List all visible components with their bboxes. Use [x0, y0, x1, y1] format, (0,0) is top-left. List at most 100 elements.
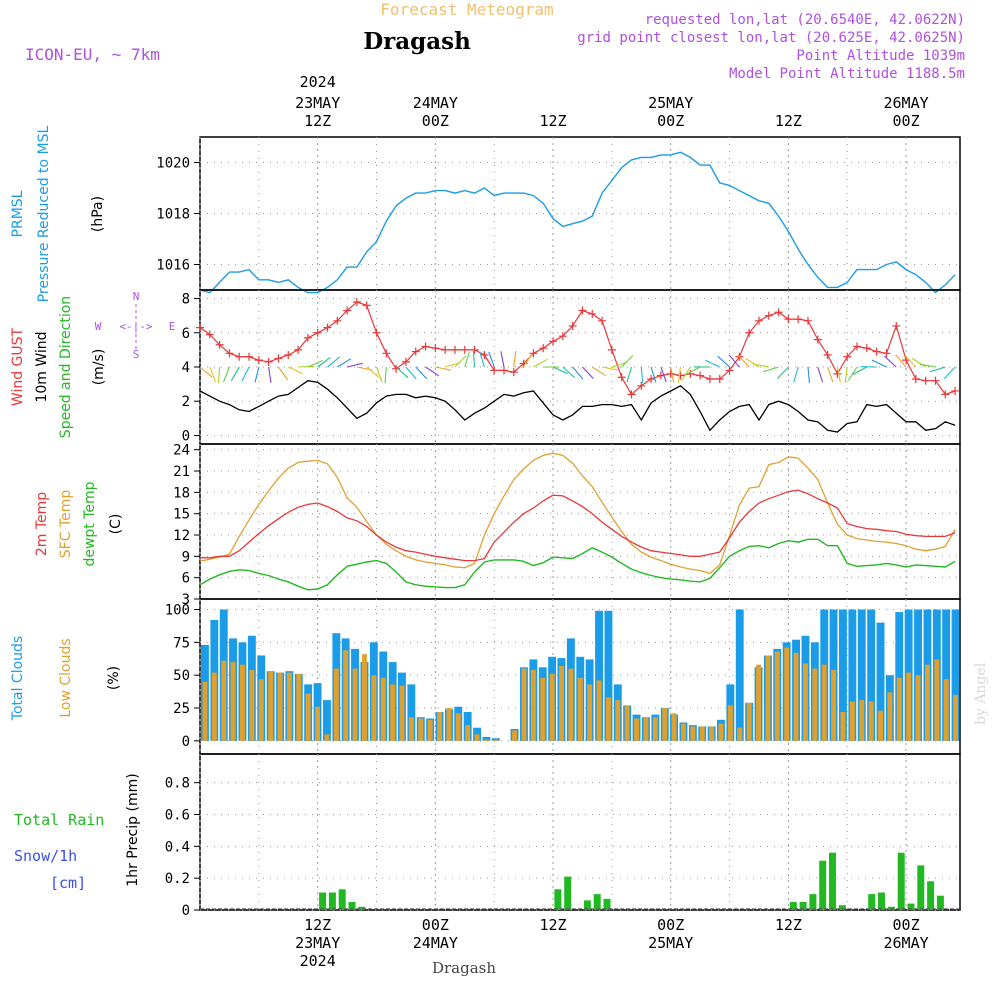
- low-cloud-bar: [859, 700, 865, 741]
- gust-marker: [696, 371, 705, 380]
- panel-label-2: dewpt Temp: [82, 481, 98, 566]
- time-label-top: 2024: [300, 73, 336, 91]
- precip-bar: [878, 892, 885, 910]
- wind-direction-arrow: [298, 365, 315, 368]
- panel-label-2: Speed and Direction: [58, 296, 74, 438]
- wind-direction-arrow: [717, 355, 730, 368]
- gust-marker: [549, 337, 558, 346]
- gust-marker: [568, 321, 577, 330]
- low-cloud-bar: [352, 668, 358, 741]
- low-cloud-bar: [249, 669, 255, 741]
- precip-bar: [936, 895, 944, 910]
- precip-bar: [907, 903, 915, 910]
- gust-marker: [431, 344, 440, 353]
- precip-bar: [593, 894, 601, 910]
- low-cloud-bar: [268, 671, 274, 741]
- low-cloud-bar: [390, 684, 396, 741]
- gust-marker: [607, 345, 616, 354]
- location-title: Dragash: [363, 28, 471, 55]
- y-tick-label: 75: [173, 635, 190, 651]
- gust-marker: [294, 345, 303, 354]
- y-tick-label: 50: [173, 668, 190, 684]
- low-cloud-bar: [305, 693, 311, 741]
- gust-marker: [392, 364, 401, 373]
- time-label-top: 00Z: [422, 112, 449, 130]
- time-label-top: 24MAY: [413, 94, 458, 112]
- low-cloud-bar: [812, 668, 818, 741]
- panel-label-0: 2m Temp: [34, 492, 50, 556]
- gust-marker: [539, 344, 548, 353]
- wind-direction-arrow: [681, 366, 691, 381]
- gust-marker: [284, 351, 293, 360]
- low-cloud-bar: [484, 739, 489, 741]
- wind-direction-arrow: [288, 366, 304, 375]
- requested-coords: requested lon,lat (20.6540E, 42.0622N): [645, 12, 965, 28]
- gust-marker: [764, 311, 773, 320]
- panel-frame: [199, 136, 961, 291]
- wind-direction-arrow: [911, 357, 926, 368]
- y-tick-label: 6: [182, 571, 190, 587]
- panel-label-0: Wind GUST: [10, 327, 26, 406]
- precip-bar: [603, 898, 611, 910]
- total-cloud-bar: [839, 609, 847, 741]
- low-cloud-bar: [437, 712, 442, 741]
- wind-direction-arrow: [884, 355, 897, 368]
- panel-label-0: Total Clouds: [10, 636, 26, 721]
- low-cloud-bar: [427, 719, 433, 741]
- gust-marker: [725, 366, 734, 375]
- model-label: ICON-EU, ~ 7km: [25, 45, 160, 64]
- wind-direction-arrow: [919, 363, 936, 368]
- gust-marker: [588, 309, 597, 318]
- wind-direction-arrow: [425, 366, 440, 377]
- y-tick-label: 15: [173, 507, 190, 523]
- time-label-top: 12Z: [304, 112, 331, 130]
- footer-location: Dragash: [432, 959, 496, 977]
- y-tick-label: 0: [182, 734, 190, 750]
- gust-marker: [617, 373, 626, 382]
- wind-direction-arrow: [640, 366, 644, 383]
- y-tick-label: 0.6: [165, 807, 190, 823]
- y-tick-label: 1018: [156, 207, 190, 223]
- y-tick-label: 4: [182, 360, 190, 376]
- low-cloud-bar: [671, 713, 677, 741]
- gust-marker: [833, 369, 842, 378]
- gust-marker: [804, 316, 812, 325]
- total-cloud-bar: [867, 609, 876, 741]
- panel-clouds: 0 25 50 75 100 Total Clouds Low Clouds (%): [10, 598, 961, 755]
- y-tick-label: 0: [182, 428, 190, 444]
- time-label-top: 25MAY: [648, 94, 693, 112]
- panel-label-1: Pressure Reduced to MSL: [36, 125, 52, 302]
- wind-direction-arrow: [670, 366, 675, 383]
- gust-marker: [705, 374, 714, 383]
- y-tick-label: 0.2: [165, 871, 190, 887]
- low-cloud-bar: [455, 713, 461, 741]
- gust-marker: [637, 381, 646, 390]
- low-cloud-bar: [934, 659, 940, 741]
- wind-direction-arrow: [745, 357, 760, 368]
- y-tick-label: 12: [173, 528, 190, 544]
- total-cloud-bar: [407, 684, 416, 741]
- time-label-top: 23MAY: [295, 94, 340, 112]
- total-cloud-bar: [595, 610, 603, 741]
- panel-label-3: (m/s): [91, 349, 107, 386]
- gust-marker: [794, 315, 803, 324]
- low-cloud-bar: [399, 685, 405, 741]
- low-cloud-bar: [718, 723, 724, 741]
- gust-marker: [578, 306, 587, 315]
- low-cloud-bar: [596, 680, 602, 741]
- compass-arrow: <-|->: [119, 320, 152, 333]
- wind-direction-arrow: [705, 359, 720, 368]
- total-cloud-bar: [876, 622, 885, 741]
- low-cloud-bar: [737, 727, 743, 741]
- gust-marker: [382, 349, 391, 358]
- panel-label-1: 10m Wind: [34, 331, 50, 402]
- low-cloud-bar: [230, 662, 236, 741]
- gust-marker: [362, 301, 371, 310]
- wind-direction-arrow: [488, 351, 495, 368]
- low-cloud-bar: [606, 697, 611, 741]
- precip-bar: [819, 860, 827, 910]
- precip-bar: [917, 865, 925, 910]
- wind-direction-arrow: [346, 362, 363, 368]
- wind-direction-arrow: [752, 363, 769, 368]
- wind-direction-arrow: [384, 366, 387, 384]
